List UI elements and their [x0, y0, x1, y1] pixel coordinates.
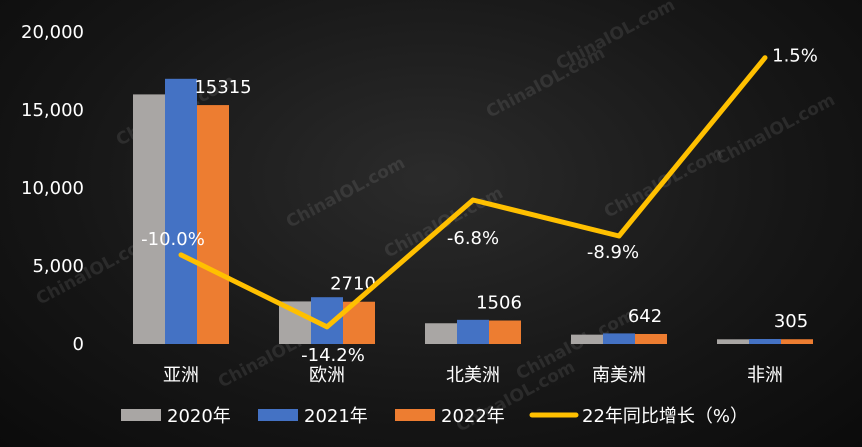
bar-2021年-北美洲 — [457, 319, 489, 344]
y-axis: 0 5,000 10,000 15,000 20,000 — [21, 22, 84, 355]
legend-swatch — [121, 409, 161, 421]
bar-data-label: 1506 — [476, 293, 522, 314]
y-tick-label: 5,000 — [32, 256, 84, 277]
bars — [133, 78, 813, 345]
legend-label: 2022年 — [441, 406, 505, 427]
bar-2020年-南美洲 — [571, 334, 603, 344]
growth-line-label: -6.8% — [447, 228, 499, 249]
bar-2022年-南美洲 — [635, 333, 667, 344]
watermark-text: ChinaIOL.com — [553, 0, 679, 74]
bar-2021年-亚洲 — [165, 78, 197, 345]
bar-2022年-北美洲 — [489, 320, 521, 344]
x-category-label: 亚洲 — [163, 365, 199, 386]
y-tick-label: 0 — [73, 334, 84, 355]
growth-line-label: -8.9% — [587, 242, 639, 263]
y-tick-label: 20,000 — [21, 22, 84, 43]
growth-line-label: -14.2% — [301, 345, 365, 366]
x-axis-categories: 亚洲 欧洲 北美洲 南美洲 非洲 — [163, 365, 783, 386]
x-category-label: 北美洲 — [446, 365, 500, 386]
bar-2020年-北美洲 — [425, 323, 457, 344]
bar-data-label: 2710 — [330, 274, 376, 295]
bar-data-labels: 15315 2710 1506 642 305 — [194, 77, 808, 332]
growth-line-label: -10.0% — [141, 229, 205, 250]
bar-data-label: 15315 — [194, 77, 251, 98]
legend-label: 2020年 — [167, 406, 231, 427]
legend-label: 22年同比增长（%） — [582, 406, 748, 427]
x-category-label: 南美洲 — [592, 365, 646, 386]
growth-line-path — [178, 55, 768, 330]
growth-line — [178, 55, 768, 330]
growth-line-labels: -10.0% -14.2% -6.8% -8.9% 1.5% — [141, 46, 818, 366]
bar-2022年-亚洲 — [197, 105, 229, 344]
bar-2020年-亚洲 — [133, 94, 165, 345]
bar-2020年-非洲 — [717, 339, 749, 344]
growth-line-label: 1.5% — [772, 46, 818, 67]
legend-swatch — [258, 409, 298, 421]
legend: 2020年 2021年 2022年 22年同比增长（%） — [121, 406, 748, 427]
bar-2021年-非洲 — [749, 339, 781, 344]
legend-swatch — [395, 409, 435, 421]
y-tick-label: 10,000 — [21, 178, 84, 199]
x-category-label: 非洲 — [747, 365, 783, 386]
legend-label: 2021年 — [304, 406, 368, 427]
x-category-label: 欧洲 — [309, 365, 345, 386]
watermark-text: ChinaIOL.com — [283, 153, 409, 232]
bar-2021年-南美洲 — [603, 333, 635, 344]
y-tick-label: 15,000 — [21, 100, 84, 121]
bar-2022年-非洲 — [781, 339, 813, 344]
bar-data-label: 305 — [774, 311, 808, 332]
bar-data-label: 642 — [628, 306, 662, 327]
